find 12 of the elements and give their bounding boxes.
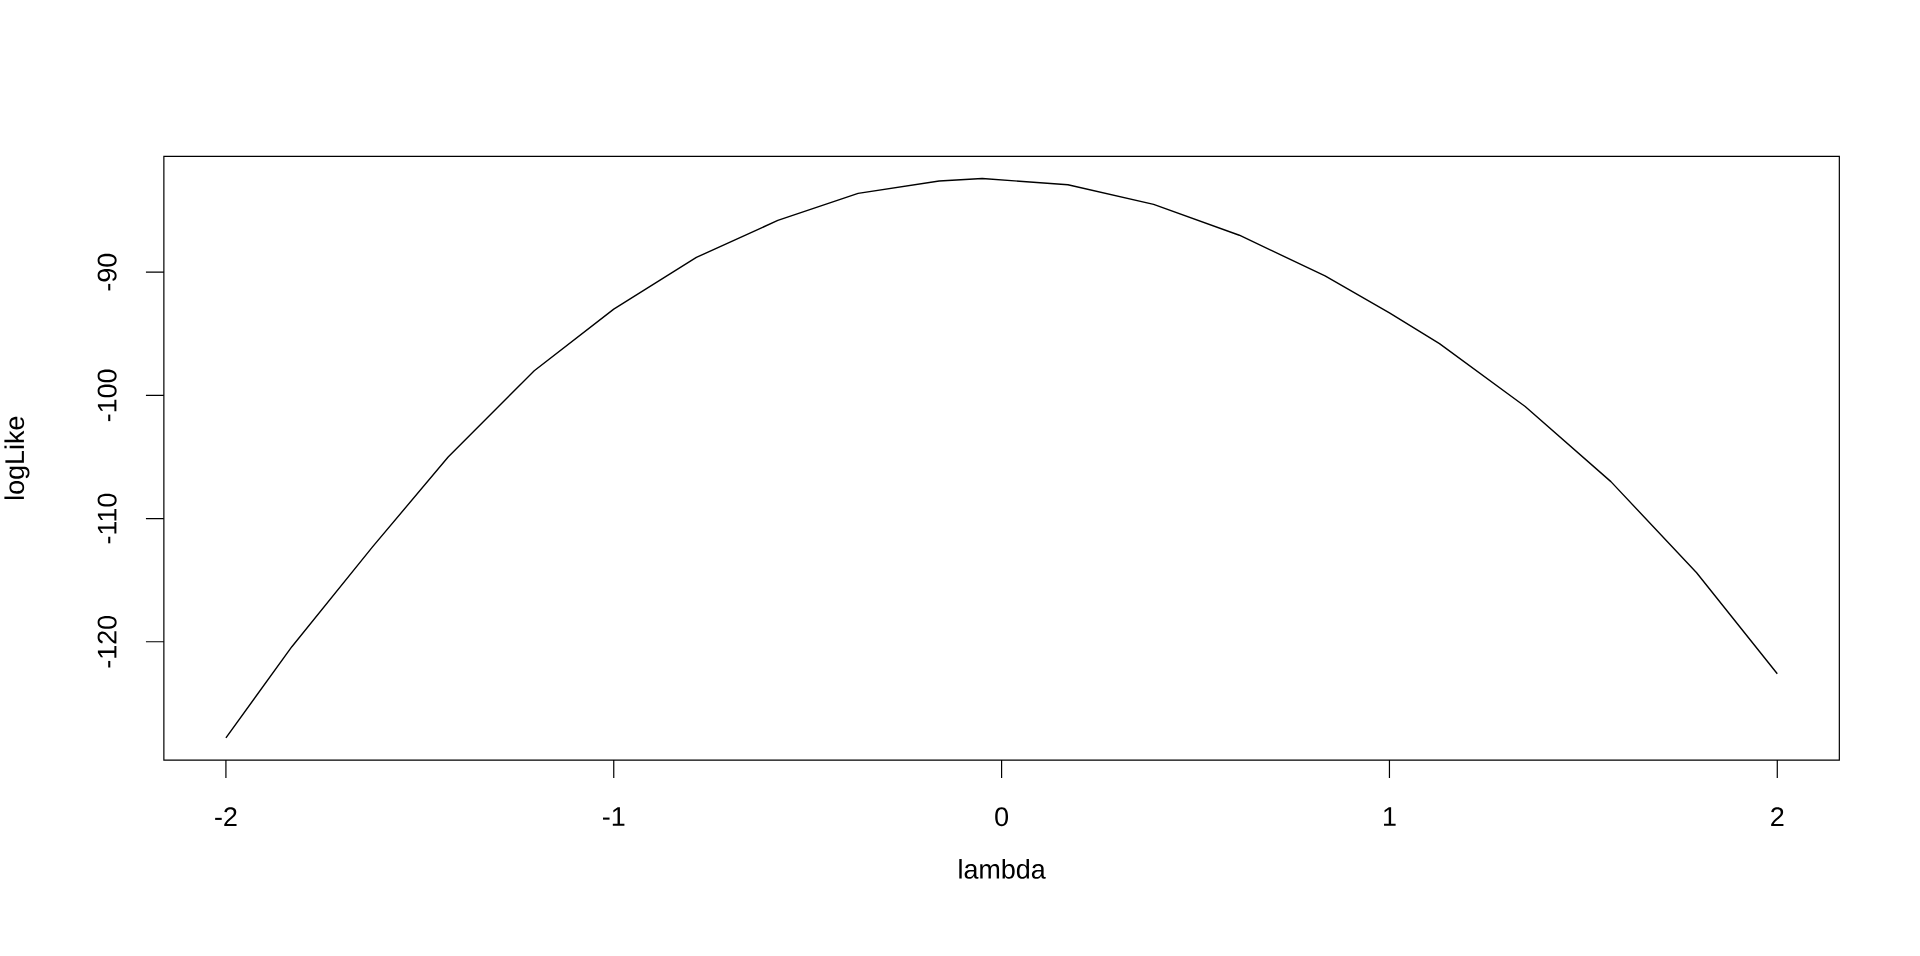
x-tick-label: 1 [1384, 807, 1396, 826]
y-tick-label: -120 [97, 615, 117, 668]
x-tick-label: 2 [1771, 807, 1784, 826]
y-tick-label: -110 [97, 493, 117, 544]
y-tick-label: -90 [97, 253, 117, 291]
line-series [225, 177, 1778, 739]
y-tick-label: -100 [97, 369, 117, 421]
y-axis-title: logLike [4, 416, 30, 499]
x-tick-label: -2 [215, 807, 237, 826]
x-tick-label: -1 [602, 807, 625, 826]
x-tick-label: 0 [995, 807, 1009, 827]
x-axis-title: lambda [959, 858, 1046, 879]
